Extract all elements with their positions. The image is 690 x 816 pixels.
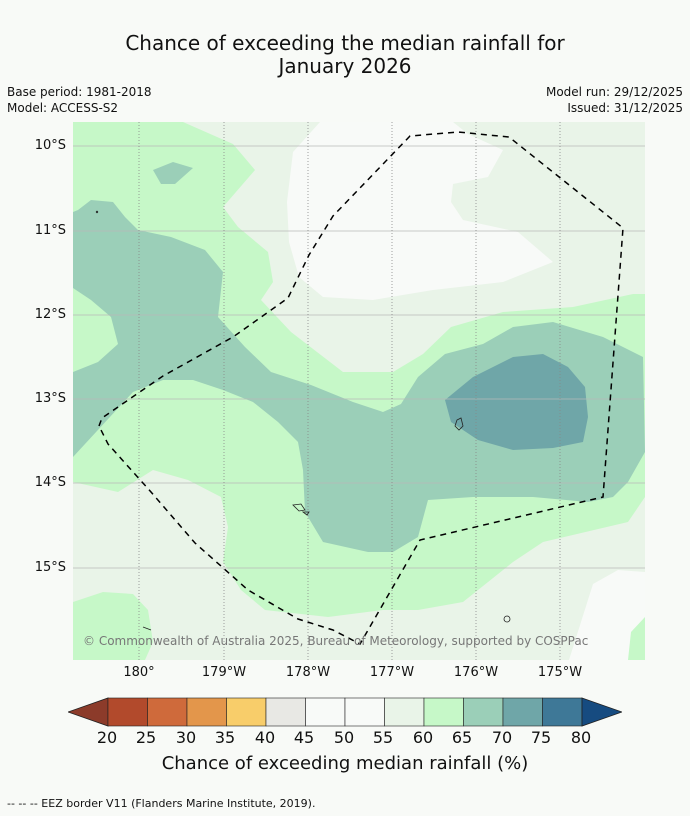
lon-label-175w: 175°W — [537, 665, 583, 680]
colorbar-tick-60: 60 — [412, 728, 434, 747]
band-65-70 — [73, 200, 645, 552]
map-title-line-1: Chance of exceeding the median rainfall … — [125, 31, 565, 55]
colorbar-tick-80: 80 — [570, 728, 592, 747]
rainfall-probability-map — [73, 122, 645, 660]
colorbar-tick-20: 20 — [96, 728, 118, 747]
band-65-70-north-patch — [153, 162, 193, 184]
colorbar-segment-65-70 — [463, 697, 504, 727]
band-50-55-southeast — [569, 570, 645, 660]
eez-border — [98, 131, 624, 645]
model-run-label: Model run: 29/12/2025 — [545, 85, 683, 99]
colorbar-tick-25: 25 — [135, 728, 157, 747]
lon-label-176w: 176°W — [453, 665, 499, 680]
colorbar-segment-20-25 — [107, 697, 148, 727]
colorbar-tick-55: 55 — [372, 728, 394, 747]
band-60-65-southeast-edge — [628, 617, 645, 660]
colorbar-tick-70: 70 — [491, 728, 513, 747]
colorbar-segment-35-40 — [226, 697, 267, 727]
model-label: Model: ACCESS-S2 — [7, 101, 119, 115]
colorbar-segment-55-60 — [384, 697, 425, 727]
lon-label-179w: 179°W — [201, 665, 247, 680]
colorbar-tick-50: 50 — [333, 728, 355, 747]
colorbar-tick-30: 30 — [175, 728, 197, 747]
colorbar-segment-30-35 — [186, 697, 227, 727]
colorbar-tick-65: 65 — [451, 728, 473, 747]
colorbar-segment-70-75 — [502, 697, 543, 727]
colorbar-label: Chance of exceeding median rainfall (%) — [161, 753, 529, 774]
colorbar-under-triangle — [68, 697, 109, 727]
colorbar-tick-75: 75 — [530, 728, 552, 747]
lat-label-10s: 10°S — [34, 138, 66, 153]
lat-label-11s: 11°S — [34, 223, 66, 238]
colorbar-segment-45-50 — [305, 697, 346, 727]
issued-label: Issued: 31/12/2025 — [567, 101, 683, 115]
colorbar-tick-45: 45 — [293, 728, 315, 747]
colorbar-tick-35: 35 — [214, 728, 236, 747]
band-60-65-southwest — [73, 592, 153, 660]
band-70-75 — [445, 354, 588, 450]
lon-label-178w: 178°W — [285, 665, 331, 680]
eez-legend-note: -- -- -- EEZ border V11 (Flanders Marine… — [7, 797, 316, 810]
colorbar-tick-40: 40 — [254, 728, 276, 747]
lat-label-14s: 14°S — [34, 475, 66, 490]
colorbar-segment-25-30 — [147, 697, 188, 727]
lat-label-15s: 15°S — [34, 560, 66, 575]
colorbar-segment-75-80 — [542, 697, 583, 727]
lon-label-180: 180° — [123, 665, 155, 680]
lat-label-13s: 13°S — [34, 391, 66, 406]
base-period-label: Base period: 1981-2018 — [7, 85, 152, 99]
colorbar — [68, 697, 622, 727]
colorbar-segment-50-55 — [344, 697, 385, 727]
lat-label-12s: 12°S — [34, 307, 66, 322]
colorbar-segment-60-65 — [423, 697, 464, 727]
lon-label-177w: 177°W — [369, 665, 415, 680]
colorbar-segment-40-45 — [265, 697, 306, 727]
copyright-notice: © Commonwealth of Australia 2025, Bureau… — [83, 634, 589, 648]
colorbar-over-triangle — [581, 697, 622, 727]
latitude-gridlines — [73, 145, 645, 569]
band-50-55-north — [287, 122, 553, 300]
islands — [95, 210, 511, 631]
map-title-line-2: January 2026 — [278, 54, 412, 78]
